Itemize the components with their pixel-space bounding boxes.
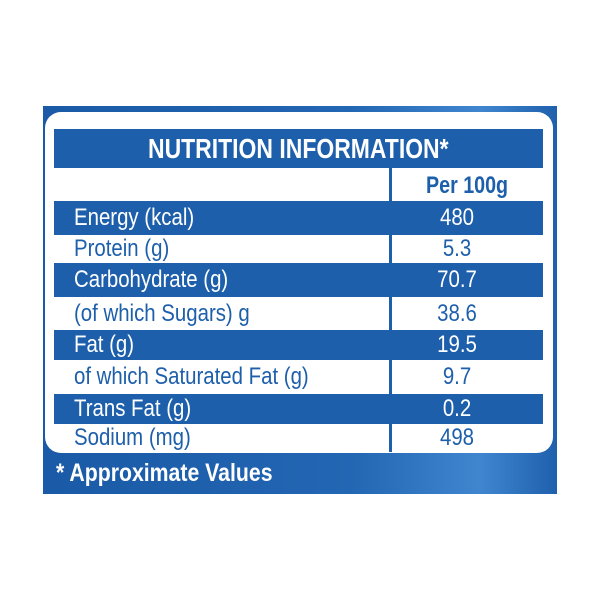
row-label: Energy (kcal): [74, 204, 195, 231]
nutrition-row: Carbohydrate (g) 70.7: [54, 263, 543, 297]
row-value: 9.7: [442, 363, 472, 390]
row-label: Carbohydrate (g): [74, 266, 229, 293]
row-value: 19.5: [437, 331, 477, 358]
row-label: Fat (g): [74, 331, 135, 358]
row-label: Trans Fat (g): [74, 395, 192, 422]
nutrition-row: Energy (kcal) 480: [54, 201, 543, 235]
row-value: 38.6: [437, 300, 477, 327]
nutrition-row: of which Saturated Fat (g) 9.7: [54, 360, 543, 394]
column-divider: [389, 168, 392, 452]
row-value: 480: [439, 204, 475, 231]
nutrition-row: Sodium (mg) 498: [54, 424, 543, 452]
row-label: of which Saturated Fat (g): [74, 363, 309, 390]
nutrition-title: NUTRITION INFORMATION*: [54, 129, 543, 168]
column-header: Per 100g: [392, 168, 543, 201]
row-value: 498: [439, 424, 475, 451]
row-value: 0.2: [442, 395, 472, 422]
column-header-text: Per 100g: [426, 172, 509, 199]
nutrition-row: Trans Fat (g) 0.2: [54, 394, 543, 424]
nutrition-row: (of which Sugars) g 38.6: [54, 297, 543, 331]
row-label: Protein (g): [74, 235, 170, 262]
footnote: * Approximate Values: [56, 459, 273, 487]
row-label: (of which Sugars) g: [74, 300, 250, 327]
title-text: NUTRITION INFORMATION*: [148, 133, 449, 164]
nutrition-row: Fat (g) 19.5: [54, 330, 543, 360]
row-label: Sodium (mg): [74, 424, 191, 451]
nutrition-row: Protein (g) 5.3: [54, 235, 543, 263]
row-value: 5.3: [442, 235, 472, 262]
row-value: 70.7: [437, 266, 477, 293]
